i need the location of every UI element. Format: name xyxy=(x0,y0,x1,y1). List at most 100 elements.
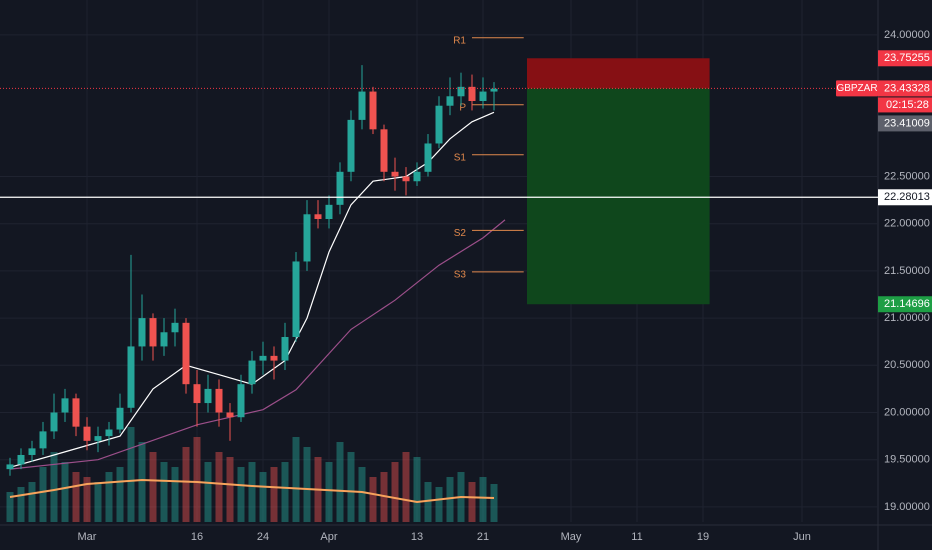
candle-body xyxy=(281,336,289,361)
volume-bar xyxy=(237,467,245,522)
x-tick-label: 24 xyxy=(257,531,269,543)
volume-bar xyxy=(204,462,212,522)
y-tick-label: 20.50000 xyxy=(884,359,930,371)
candle-body xyxy=(171,322,179,333)
volume-bar xyxy=(303,447,311,522)
candle-body xyxy=(424,143,432,172)
countdown: 02:15:28 xyxy=(886,99,929,111)
symbol-tag: GBPZAR xyxy=(836,83,877,94)
candle-body xyxy=(435,105,443,144)
candle-body xyxy=(325,204,333,219)
x-tick-label: Mar xyxy=(78,531,97,543)
volume-pane xyxy=(6,427,498,522)
last-price-tag: 23.43328 xyxy=(884,82,930,94)
volume-bar xyxy=(336,442,344,522)
y-tick-label: 21.50000 xyxy=(884,265,930,277)
target-price-tag: 21.14696 xyxy=(884,298,930,310)
volume-bar xyxy=(292,437,300,522)
candle-body xyxy=(72,398,80,427)
candle-body xyxy=(83,426,91,441)
volume-bar xyxy=(413,457,421,522)
candle-body xyxy=(226,412,234,418)
y-tick-label: 19.50000 xyxy=(884,454,930,466)
volume-bar xyxy=(479,477,487,522)
y-tick-label: 22.00000 xyxy=(884,218,930,230)
volume-bar xyxy=(138,442,146,522)
candle-body xyxy=(457,86,465,97)
candle-body xyxy=(270,355,278,361)
candle-body xyxy=(490,88,498,92)
candle-body xyxy=(17,454,25,465)
volume-bar xyxy=(215,452,223,522)
candle-body xyxy=(391,171,399,177)
volume-bar xyxy=(281,462,289,522)
volume-bar xyxy=(50,452,58,522)
target-price-tag-bg xyxy=(878,296,932,313)
volume-bar xyxy=(248,462,256,522)
y-tick-label: 22.50000 xyxy=(884,170,930,182)
pivot-label: S2 xyxy=(454,228,467,239)
pivot-label: P xyxy=(459,102,466,113)
candle-body xyxy=(237,384,245,418)
x-tick-label: 11 xyxy=(631,531,642,543)
candle-body xyxy=(248,360,256,385)
candle-body xyxy=(28,448,36,455)
volume-bar xyxy=(490,484,498,522)
candle-body xyxy=(193,384,201,404)
symbol-tag-bg xyxy=(836,80,878,97)
candle-body xyxy=(204,388,212,404)
candle-body xyxy=(105,429,113,437)
candle-body xyxy=(314,214,322,219)
price-pane: R1 P S1 S2 S3 xyxy=(0,35,932,476)
volume-bar xyxy=(149,452,157,522)
candle-body xyxy=(292,261,300,337)
x-tick-label: May xyxy=(561,531,582,543)
price-tag-bg xyxy=(878,115,932,132)
volume-bar xyxy=(435,487,443,522)
volume-bar xyxy=(182,447,190,522)
stop-zone xyxy=(527,58,710,89)
axes: 24.00000 22.50000 22.00000 21.50000 21.00000… xyxy=(78,29,932,543)
volume-bar xyxy=(270,467,278,522)
volume-bar xyxy=(468,482,476,522)
volume-bar xyxy=(446,477,454,522)
candle-body xyxy=(336,171,344,205)
volume-bar xyxy=(28,482,36,522)
volume-bar xyxy=(259,472,267,522)
candle-body xyxy=(402,176,410,182)
volume-bar xyxy=(17,487,25,522)
volume-bar xyxy=(61,462,69,522)
y-tick-label: 21.00000 xyxy=(884,312,930,324)
candle-body xyxy=(160,332,168,347)
volume-bar xyxy=(72,472,80,522)
candle-body xyxy=(94,436,102,441)
candle-body xyxy=(50,412,58,432)
x-tick-label: 21 xyxy=(477,531,489,543)
candle-body xyxy=(380,129,388,172)
candle-body xyxy=(138,318,146,347)
candle-body xyxy=(446,96,454,106)
x-tick-label: 13 xyxy=(411,531,423,543)
volume-bar xyxy=(369,477,377,522)
candle-body xyxy=(61,398,69,413)
y-tick-label: 24.00000 xyxy=(884,29,930,41)
countdown-bg xyxy=(878,97,932,113)
volume-bar xyxy=(358,467,366,522)
indicator-line xyxy=(9,478,495,504)
candle-body xyxy=(347,119,355,172)
volume-bar xyxy=(226,457,234,522)
stop-price-tag-bg xyxy=(878,50,932,67)
candle-body xyxy=(413,171,421,182)
hline-tag: 22.28013 xyxy=(884,191,930,203)
candle-body xyxy=(6,464,14,470)
x-tick-label: Apr xyxy=(320,531,337,543)
grid xyxy=(0,0,878,522)
volume-bar xyxy=(6,492,14,522)
candle-body xyxy=(127,346,135,408)
volume-bar xyxy=(105,472,113,522)
x-tick-label: 19 xyxy=(697,531,709,543)
volume-bar xyxy=(83,477,91,522)
candle-body xyxy=(182,322,190,385)
candle-body xyxy=(215,388,223,413)
